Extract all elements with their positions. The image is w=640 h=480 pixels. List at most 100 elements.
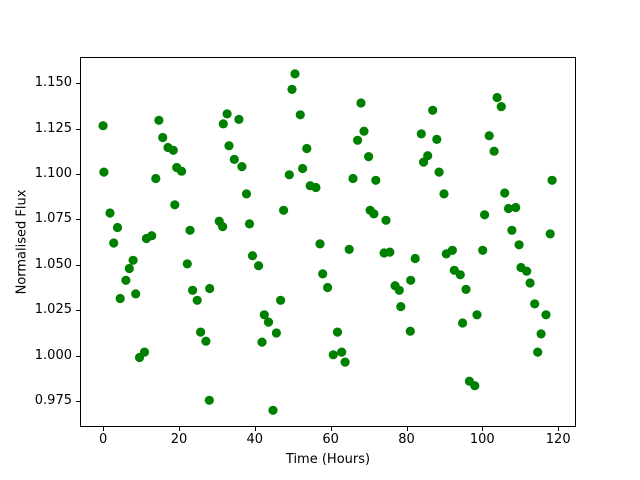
- x-tick-mark: [558, 427, 560, 431]
- y-tick-mark: [76, 401, 80, 403]
- data-point: [290, 69, 300, 79]
- data-point: [115, 293, 125, 304]
- data-point: [503, 203, 514, 214]
- data-point: [254, 261, 264, 271]
- data-point: [470, 381, 480, 391]
- y-tick-label: 1.050: [34, 256, 72, 272]
- data-point: [229, 154, 239, 164]
- data-point: [295, 110, 305, 120]
- data-point: [381, 215, 391, 225]
- data-point: [541, 310, 551, 320]
- data-point: [271, 328, 281, 338]
- data-point: [237, 162, 247, 172]
- data-point: [247, 251, 258, 261]
- y-axis-label: Normalised Flux: [14, 189, 30, 295]
- data-point: [328, 350, 338, 360]
- data-point: [536, 329, 546, 339]
- y-tick-mark: [76, 173, 80, 175]
- y-tick-mark: [76, 83, 80, 84]
- x-tick-label: 0: [98, 432, 108, 447]
- x-axis-label: Time (Hours): [285, 452, 371, 467]
- data-point: [340, 357, 350, 367]
- data-point: [185, 225, 195, 235]
- data-point: [112, 222, 123, 233]
- data-point: [257, 337, 267, 347]
- data-point: [353, 135, 363, 145]
- y-tick-mark: [76, 128, 80, 130]
- data-point: [432, 134, 442, 144]
- data-point: [287, 84, 297, 94]
- data-point: [218, 222, 228, 232]
- data-point: [522, 266, 532, 276]
- data-point: [369, 209, 379, 219]
- data-point: [323, 282, 333, 293]
- data-point: [276, 295, 286, 305]
- x-tick-label: 100: [469, 432, 495, 447]
- data-point: [302, 143, 312, 154]
- data-point: [298, 163, 308, 174]
- data-point: [131, 289, 141, 299]
- data-point: [196, 327, 206, 337]
- data-point: [222, 109, 232, 119]
- data-point: [405, 326, 415, 336]
- data-point: [507, 225, 517, 235]
- data-point: [284, 170, 294, 180]
- data-point: [480, 210, 490, 220]
- data-point: [182, 259, 192, 269]
- data-point: [348, 173, 358, 184]
- data-point: [139, 347, 150, 357]
- data-point: [514, 240, 524, 250]
- data-point: [364, 152, 374, 162]
- data-point: [311, 182, 321, 193]
- data-point: [170, 200, 180, 210]
- y-tick-label: 1.125: [34, 120, 72, 136]
- y-tick-mark: [76, 355, 80, 357]
- y-tick-label: 1.075: [34, 211, 72, 227]
- data-point: [434, 167, 444, 177]
- data-point: [204, 395, 214, 405]
- data-point: [371, 175, 381, 185]
- data-point: [423, 151, 433, 161]
- data-point: [530, 299, 540, 309]
- data-point: [151, 173, 161, 184]
- data-point: [234, 114, 244, 124]
- x-tick-mark: [330, 427, 332, 431]
- data-point: [147, 231, 157, 241]
- data-point: [344, 244, 354, 254]
- data-point: [158, 132, 168, 143]
- data-point: [545, 229, 555, 239]
- data-point: [337, 347, 347, 357]
- x-tick-label: 60: [322, 432, 339, 447]
- data-point: [492, 92, 502, 103]
- x-tick-label: 80: [398, 432, 415, 447]
- y-tick-label: 1.150: [34, 75, 72, 90]
- data-point: [124, 263, 134, 274]
- data-point: [547, 175, 557, 185]
- data-point: [99, 167, 109, 177]
- data-point: [447, 245, 457, 255]
- data-point: [410, 253, 420, 264]
- data-point: [385, 247, 395, 257]
- y-tick-mark: [76, 219, 80, 221]
- data-point: [533, 347, 543, 357]
- data-point: [439, 189, 449, 199]
- data-point: [201, 336, 211, 346]
- data-point: [396, 302, 406, 312]
- y-tick-label: 1.100: [34, 165, 72, 181]
- data-point: [472, 310, 482, 320]
- data-point: [192, 295, 202, 305]
- data-point: [489, 146, 499, 156]
- y-tick-mark: [76, 264, 80, 266]
- data-point: [478, 245, 488, 255]
- data-point: [244, 219, 255, 229]
- data-point: [279, 205, 289, 215]
- data-point: [259, 310, 269, 320]
- data-point: [121, 275, 131, 285]
- data-point: [428, 105, 438, 115]
- y-tick-label: 0.975: [34, 393, 72, 409]
- y-tick-mark: [76, 310, 80, 312]
- data-point: [263, 317, 274, 327]
- data-point: [484, 131, 494, 141]
- data-point: [500, 188, 510, 198]
